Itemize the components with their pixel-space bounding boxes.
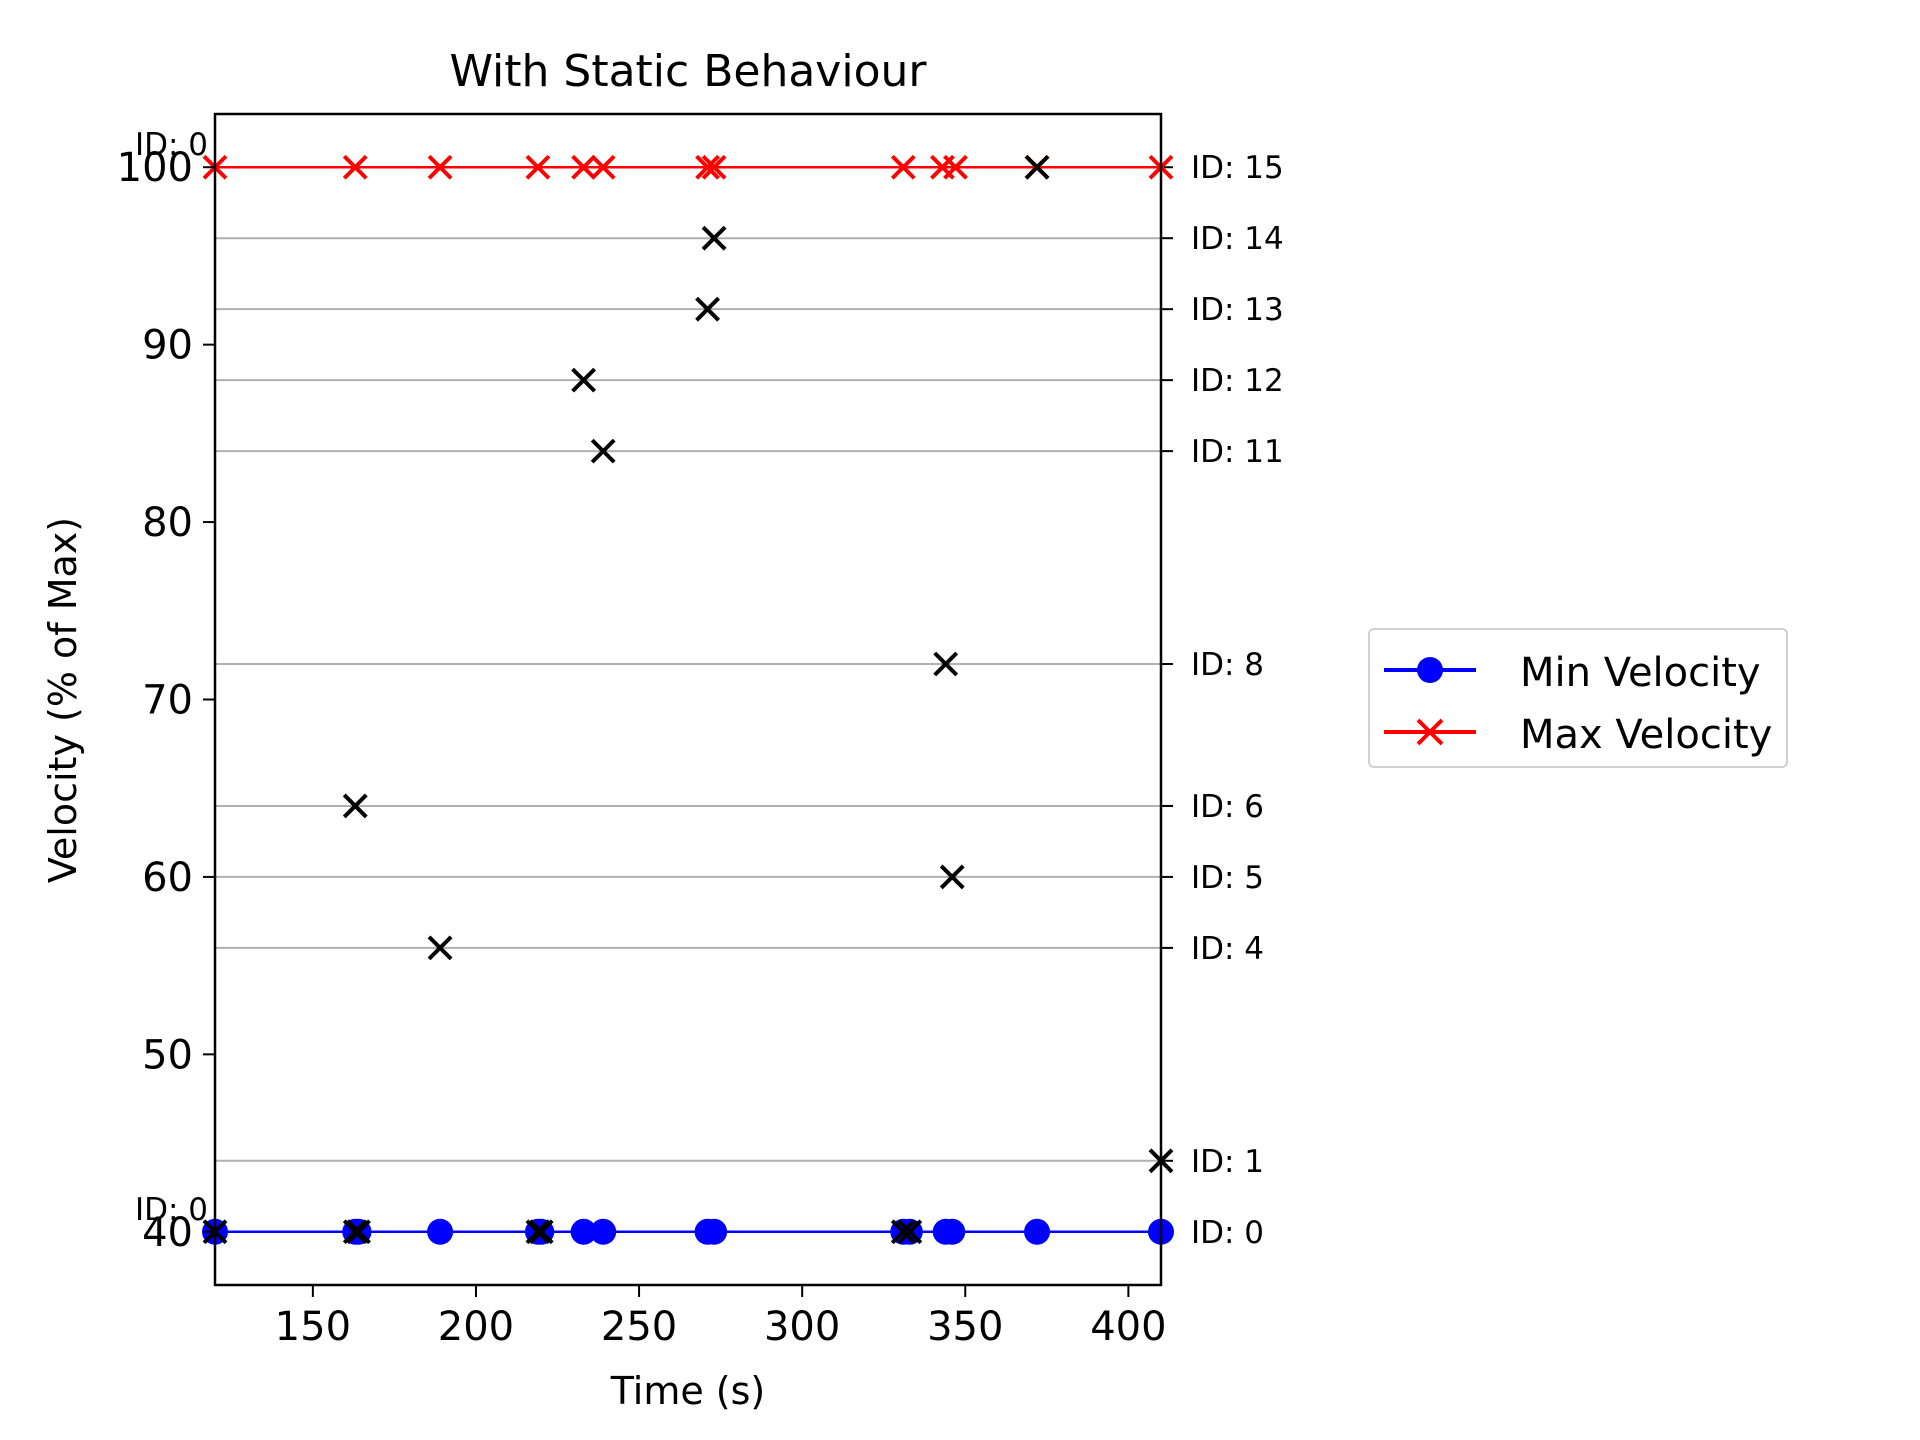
id-point-stroke bbox=[346, 1219, 371, 1245]
y-tick-label: 40 bbox=[142, 1210, 193, 1256]
max-velocity-point-stroke bbox=[695, 154, 720, 180]
id-point bbox=[342, 1219, 368, 1245]
max-velocity-point-stroke bbox=[943, 154, 968, 180]
data-markers bbox=[202, 154, 1174, 1245]
legend-label-max-velocity: Max Velocity bbox=[1520, 712, 1773, 758]
id-labels: ID: 0 ID: 1 ID: 4 ID: 5 ID: 6 ID: 8 ID: 11 ID: … bbox=[135, 127, 1284, 1251]
max-velocity-point-stroke bbox=[427, 154, 453, 180]
min-velocity-point bbox=[590, 1218, 617, 1245]
chart-title: With Static Behaviour bbox=[450, 46, 928, 97]
id-point-stroke bbox=[701, 225, 727, 251]
id-label: ID: 8 bbox=[1191, 647, 1264, 683]
id-point-stroke bbox=[933, 651, 959, 677]
y-axis-ticks: 40 50 60 70 80 90 100 bbox=[117, 145, 215, 1256]
max-velocity-point bbox=[695, 154, 720, 180]
max-velocity-point bbox=[943, 154, 968, 180]
id-label: ID: 13 bbox=[1191, 292, 1284, 328]
y-tick-label: 100 bbox=[117, 145, 193, 191]
id-label: ID: 5 bbox=[1191, 860, 1264, 896]
id-point-stroke bbox=[695, 296, 720, 322]
id-label: ID: 6 bbox=[1191, 789, 1264, 825]
x-tick-label: 400 bbox=[1090, 1304, 1166, 1350]
id-point bbox=[1024, 154, 1050, 180]
max-velocity-point bbox=[890, 154, 916, 180]
id-point-stroke bbox=[1024, 154, 1050, 180]
x-axis-label: Time (s) bbox=[610, 1369, 766, 1413]
series-lines bbox=[215, 165, 1161, 1234]
legend: Min Velocity Max Velocity bbox=[1368, 628, 1788, 768]
id-point-stroke bbox=[890, 1219, 916, 1245]
min-velocity-point bbox=[701, 1218, 728, 1245]
y-tick-label: 60 bbox=[142, 855, 193, 901]
y-tick-label: 50 bbox=[142, 1032, 193, 1078]
max-velocity-point-stroke bbox=[701, 154, 727, 180]
max-velocity-point-stroke bbox=[525, 154, 551, 180]
x-tick-label: 300 bbox=[764, 1304, 840, 1350]
x-tick-label: 150 bbox=[275, 1304, 351, 1350]
id-point-stroke bbox=[528, 1219, 554, 1245]
max-velocity-point bbox=[525, 154, 551, 180]
min-velocity-point bbox=[939, 1218, 966, 1245]
max-velocity-point-stroke bbox=[342, 154, 368, 180]
id-point bbox=[571, 367, 597, 393]
legend-item-max-velocity: Max Velocity bbox=[1384, 702, 1784, 762]
min-velocity-point bbox=[570, 1218, 597, 1245]
max-velocity-point bbox=[590, 154, 616, 180]
legend-swatch-min-velocity bbox=[1384, 657, 1476, 683]
id-point bbox=[342, 793, 368, 819]
id-point-stroke bbox=[590, 438, 616, 464]
corner-id-label: ID: 0 bbox=[135, 1192, 208, 1228]
id-label: ID: 1 bbox=[1191, 1144, 1264, 1180]
id-point-stroke bbox=[342, 1219, 368, 1245]
id-point bbox=[528, 1219, 554, 1245]
id-point bbox=[933, 651, 959, 677]
y-tick-label: 70 bbox=[142, 678, 193, 724]
max-velocity-point-stroke bbox=[890, 154, 916, 180]
id-point bbox=[427, 935, 453, 961]
min-velocity-point bbox=[1024, 1218, 1051, 1245]
id-label: ID: 14 bbox=[1191, 221, 1284, 257]
id-point bbox=[890, 1219, 916, 1245]
id-point bbox=[897, 1219, 923, 1245]
legend-item-min-velocity: Min Velocity bbox=[1384, 640, 1784, 700]
id-point-stroke bbox=[342, 793, 368, 819]
legend-swatch-max-velocity bbox=[1384, 718, 1476, 746]
id-label: ID: 4 bbox=[1191, 931, 1264, 967]
x-tick-label: 250 bbox=[601, 1304, 677, 1350]
y-axis-label: Velocity (% of Max) bbox=[41, 517, 85, 883]
max-velocity-point bbox=[342, 154, 368, 180]
id-point bbox=[346, 1219, 371, 1245]
y-tick-label: 90 bbox=[142, 323, 193, 369]
max-velocity-point bbox=[427, 154, 453, 180]
max-velocity-point bbox=[571, 154, 597, 180]
id-point-stroke bbox=[897, 1219, 923, 1245]
id-label: ID: 12 bbox=[1191, 363, 1284, 399]
id-point-stroke bbox=[571, 367, 597, 393]
id-point bbox=[695, 296, 720, 322]
corner-id-label: ID: 0 bbox=[135, 127, 208, 163]
max-velocity-point-stroke bbox=[571, 154, 597, 180]
id-point-stroke bbox=[525, 1219, 551, 1245]
id-point-stroke bbox=[939, 864, 965, 890]
min-velocity-point bbox=[427, 1218, 454, 1245]
id-point bbox=[701, 225, 727, 251]
y-tick-label: 80 bbox=[142, 500, 193, 546]
id-label: ID: 15 bbox=[1191, 150, 1284, 186]
x-tick-label: 350 bbox=[927, 1304, 1003, 1350]
x-tick-label: 200 bbox=[438, 1304, 514, 1350]
id-point-stroke bbox=[427, 935, 453, 961]
legend-label-min-velocity: Min Velocity bbox=[1520, 650, 1761, 696]
id-grid-lines bbox=[215, 166, 1161, 1233]
id-point bbox=[525, 1219, 551, 1245]
id-point bbox=[590, 438, 616, 464]
plot-frame bbox=[213, 112, 1163, 1287]
max-velocity-point-stroke bbox=[590, 154, 616, 180]
x-axis-ticks: 150 200 250 300 350 400 bbox=[275, 1285, 1167, 1350]
max-velocity-point bbox=[701, 154, 727, 180]
id-point bbox=[939, 864, 965, 890]
id-label: ID: 11 bbox=[1191, 434, 1284, 470]
id-label: ID: 0 bbox=[1191, 1215, 1264, 1251]
